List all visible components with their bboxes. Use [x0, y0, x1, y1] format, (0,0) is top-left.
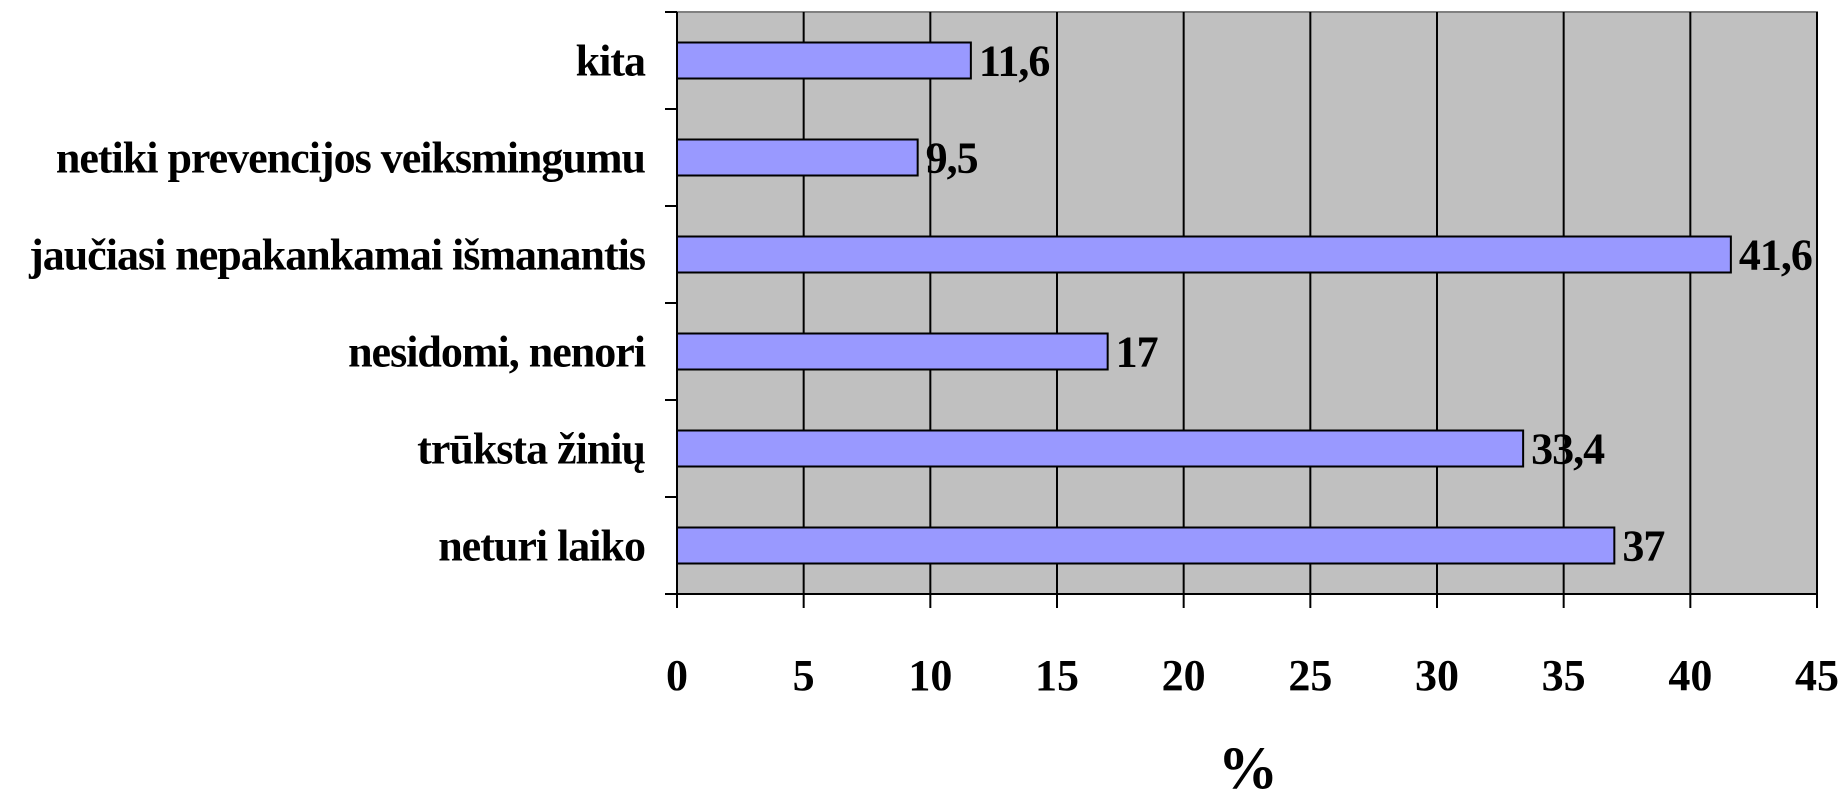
x-tick-label: 45 — [1795, 651, 1839, 700]
bar — [676, 526, 1616, 565]
category-label: netiki prevencijos veiksmingumu — [56, 134, 646, 183]
category-label: jaučiasi nepakankamai išmanantis — [28, 231, 646, 280]
bar — [676, 41, 972, 80]
x-tick-label: 25 — [1288, 651, 1332, 700]
x-tick-label: 20 — [1162, 651, 1206, 700]
bar — [676, 429, 1525, 468]
x-tick-label: 0 — [666, 651, 688, 700]
x-tick-label: 15 — [1035, 651, 1079, 700]
data-label: 41,6 — [1739, 231, 1812, 280]
data-label: 9,5 — [926, 134, 978, 183]
category-label: nesidomi, nenori — [348, 328, 646, 377]
data-label: 33,4 — [1531, 425, 1605, 474]
bar — [676, 235, 1732, 274]
x-tick-label: 30 — [1415, 651, 1459, 700]
x-tick-label: 5 — [793, 651, 815, 700]
x-axis-title: % — [1218, 735, 1278, 799]
category-label: trūksta žinių — [417, 425, 645, 474]
x-tick-label: 40 — [1668, 651, 1712, 700]
bar — [676, 138, 919, 177]
x-tick-label: 10 — [908, 651, 952, 700]
x-tick-label: 35 — [1542, 651, 1586, 700]
category-label: neturi laiko — [438, 522, 645, 571]
bar — [676, 332, 1109, 371]
data-label: 11,6 — [979, 37, 1050, 86]
plot-area — [676, 11, 1818, 595]
data-label: 17 — [1116, 328, 1158, 377]
category-label: kita — [576, 37, 646, 86]
data-label: 37 — [1622, 522, 1664, 571]
